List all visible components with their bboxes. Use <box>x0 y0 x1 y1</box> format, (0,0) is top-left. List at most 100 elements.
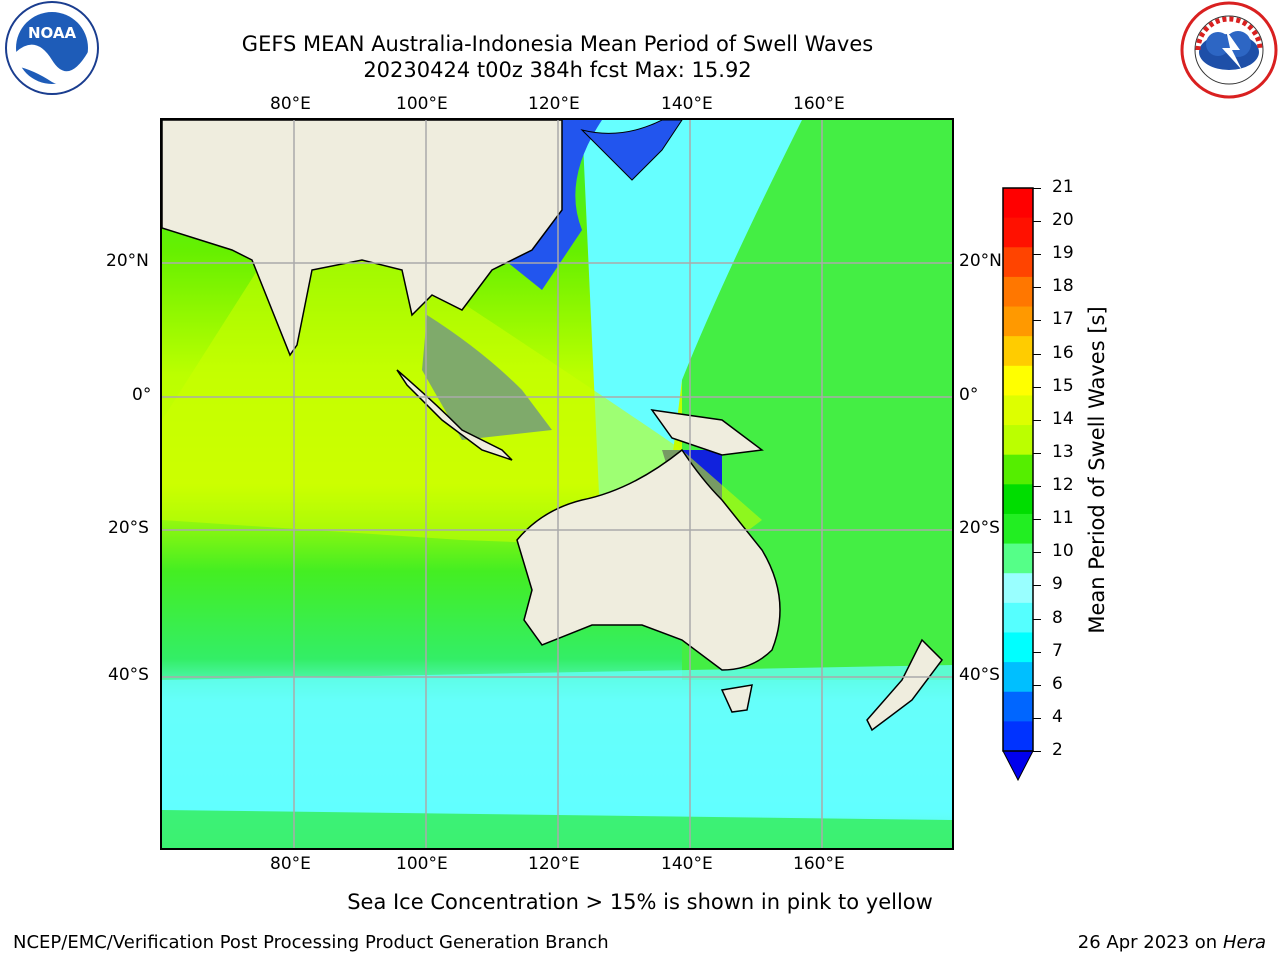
colorbar-tick-mark <box>1033 287 1041 289</box>
colorbar-tick-mark <box>1033 486 1041 488</box>
colorbar-segment <box>1003 691 1033 722</box>
noaa-logo: NOAA <box>5 1 99 95</box>
lat-right-20n: 20°N <box>959 251 1002 271</box>
colorbar-tick-label: 9 <box>1052 574 1063 595</box>
land-tasmania <box>720 684 753 713</box>
ocean-southern-edge <box>162 810 952 848</box>
colorbar-tick-label: 21 <box>1052 177 1074 197</box>
colorbar-tick-label: 11 <box>1052 508 1074 529</box>
colorbar-tick-mark <box>1033 386 1041 388</box>
generation-date-text: 26 Apr 2023 on <box>1077 932 1223 953</box>
lat-left-0: 0° <box>132 385 152 405</box>
colorbar-segment <box>1003 217 1033 248</box>
lat-right-20s: 20°S <box>959 518 1000 538</box>
land-new-guinea <box>650 409 764 456</box>
colorbar-tick-label: 16 <box>1052 342 1074 363</box>
colorbar-segment <box>1003 573 1033 604</box>
sea-ice-note: Sea Ice Concentration > 15% is shown in … <box>347 890 933 914</box>
nws-logo <box>1180 1 1278 99</box>
land-sumatra <box>396 369 513 461</box>
colorbar-tick-mark <box>1033 188 1041 189</box>
colorbar-tick-label: 18 <box>1052 276 1074 297</box>
lat-right-40s: 40°S <box>959 665 1000 685</box>
land-asia <box>162 120 563 357</box>
colorbar-tick-label: 4 <box>1052 706 1063 727</box>
colorbar-segment <box>1003 513 1033 545</box>
lat-left-20s: 20°S <box>108 518 149 538</box>
colorbar-segment <box>1003 247 1033 278</box>
colorbar-segment <box>1003 336 1033 367</box>
colorbar-segment <box>1003 306 1033 337</box>
colorbar-segment <box>1003 425 1033 456</box>
colorbar-tick-label: 17 <box>1052 309 1074 330</box>
colorbar-segment <box>1003 276 1033 308</box>
colorbar-tick-label: 13 <box>1052 441 1074 462</box>
colorbar-tick-mark <box>1033 684 1041 686</box>
colorbar-tick-label: 14 <box>1052 408 1074 429</box>
land-new-zealand <box>866 638 943 732</box>
lon-top-100e: 100°E <box>396 94 448 114</box>
lon-bottom-120e: 120°E <box>528 854 580 874</box>
colorbar-tick-label: 15 <box>1052 375 1074 396</box>
colorbar-tick-mark <box>1033 254 1041 256</box>
colorbar-tick-label: 12 <box>1052 475 1074 496</box>
lon-bottom-160e: 160°E <box>793 854 845 874</box>
machine-name: Hera <box>1222 932 1266 953</box>
ocean-long-swell-band <box>162 200 762 550</box>
lon-bottom-140e: 140°E <box>661 854 713 874</box>
branch-credit: NCEP/EMC/Verification Post Processing Pr… <box>13 932 609 953</box>
colorbar-tick-mark <box>1033 651 1041 653</box>
colorbar-segment <box>1003 602 1033 633</box>
colorbar-segment <box>1003 721 1033 752</box>
colorbar-segment <box>1003 543 1033 574</box>
colorbar-segment <box>1003 188 1033 219</box>
colorbar-tick-mark <box>1033 353 1041 355</box>
noaa-text: NOAA <box>28 24 77 42</box>
lon-bottom-100e: 100°E <box>396 854 448 874</box>
colorbar-tick-mark <box>1033 221 1041 223</box>
colorbar-tick-mark <box>1033 717 1041 719</box>
colorbar-tick-mark <box>1033 519 1041 521</box>
colorbar-tick-mark <box>1033 585 1041 587</box>
land-japan-sea-region <box>580 120 683 181</box>
colorbar-tick-mark <box>1033 618 1041 620</box>
colorbar-tick-mark <box>1033 419 1041 421</box>
lon-top-160e: 160°E <box>793 94 845 114</box>
colorbar-segment <box>1003 484 1033 515</box>
colorbar-tick-label: 2 <box>1052 740 1063 760</box>
graticule <box>162 120 952 848</box>
map-panel[interactable] <box>160 118 954 850</box>
colorbar-tick-label: 8 <box>1052 607 1063 628</box>
lon-bottom-80e: 80°E <box>270 854 311 874</box>
colorbar-tick-label: 19 <box>1052 243 1074 264</box>
colorbar-tick-mark <box>1033 552 1041 554</box>
colorbar-tick-mark <box>1033 452 1041 454</box>
colorbar-frame <box>1002 187 1034 752</box>
colorbar-segment <box>1003 662 1033 693</box>
generation-date: 26 Apr 2023 on Hera <box>1078 932 1266 953</box>
lon-top-80e: 80°E <box>270 94 311 114</box>
colorbar-tick-label: 10 <box>1052 541 1074 562</box>
colorbar-segment <box>1003 632 1033 663</box>
lat-left-40s: 40°S <box>108 665 149 685</box>
colorbar-tick-label: 7 <box>1052 640 1063 661</box>
colorbar-tick-mark <box>1033 320 1041 322</box>
lat-left-20n: 20°N <box>106 251 149 271</box>
map-subtitle: 20230424 t00z 384h fcst Max: 15.92 <box>363 58 752 82</box>
swell-period-map <box>162 120 952 848</box>
colorbar-segment <box>1003 365 1033 396</box>
map-title: GEFS MEAN Australia-Indonesia Mean Perio… <box>241 32 874 56</box>
ocean-southern <box>162 665 952 848</box>
colorbar-tick-mark <box>1033 751 1041 752</box>
colorbar-segment <box>1003 454 1033 485</box>
land-australia <box>516 448 781 671</box>
lon-top-120e: 120°E <box>528 94 580 114</box>
lon-top-140e: 140°E <box>661 94 713 114</box>
colorbar-extend-arrow <box>1002 750 1034 782</box>
lat-right-0: 0° <box>959 385 979 405</box>
colorbar <box>1002 187 1034 782</box>
colorbar-tick-label: 20 <box>1052 210 1074 231</box>
colorbar-segment <box>1003 395 1033 426</box>
colorbar-label: Mean Period of Swell Waves [s] <box>1085 306 1109 634</box>
colorbar-tick-label: 6 <box>1052 673 1063 694</box>
